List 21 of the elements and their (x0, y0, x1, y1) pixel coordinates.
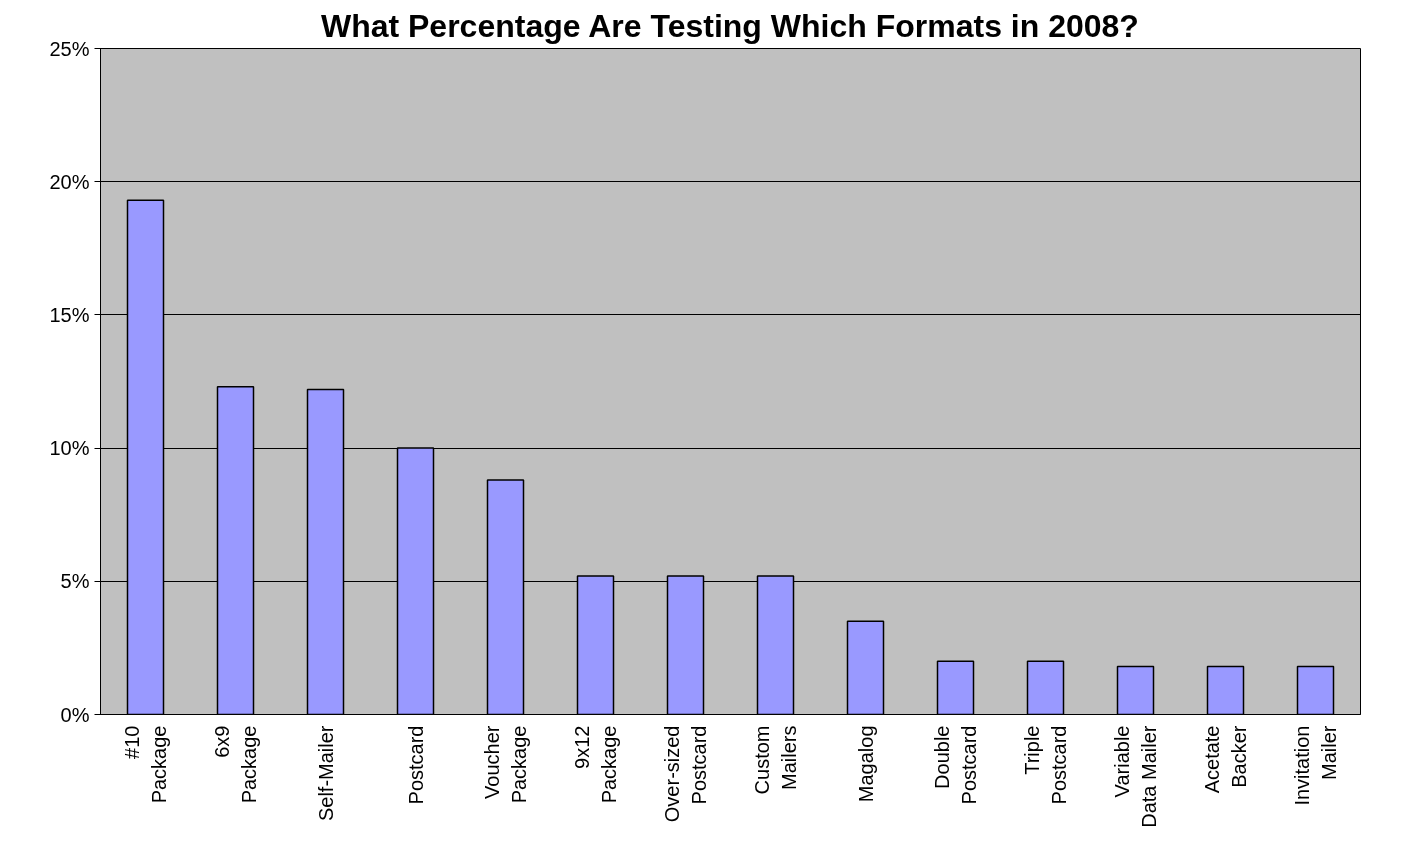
chart-title: What Percentage Are Testing Which Formats in 2008? (320, 7, 1139, 44)
x-tick-label: #10 Package (121, 725, 170, 804)
y-tick-label: 15% (49, 303, 90, 326)
x-tick-label: Self-Mailer (314, 725, 337, 822)
x-tick-label: Double Postcard (931, 725, 980, 805)
y-tick-label: 5% (60, 570, 90, 593)
x-tick-label: Custom Mailers (751, 725, 800, 795)
y-tick-label: 25% (49, 37, 90, 60)
x-tick-label: Over-sized Postcard (661, 725, 710, 823)
x-tick-label: Invitation Mailer (1291, 725, 1340, 806)
x-tick-label: Postcard (404, 725, 427, 805)
x-tick-label: 9x12 Package (571, 725, 620, 804)
x-tick-label: Voucher Package (481, 725, 530, 804)
y-tick-label: 0% (60, 703, 90, 726)
y-tick-label: 10% (49, 437, 90, 460)
x-tick-label: Triple Postcard (1021, 725, 1070, 805)
x-tick-label: 6x9 Package (211, 725, 260, 804)
x-tick-label: Variable Data Mailer (1111, 725, 1160, 828)
x-tick-label: Acetate Backer (1201, 725, 1250, 794)
y-tick-label: 20% (49, 170, 90, 193)
x-tick-label: Magalog (854, 725, 877, 803)
